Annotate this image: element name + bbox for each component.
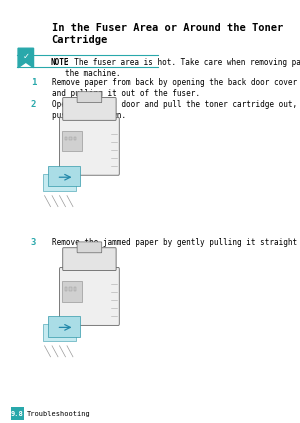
Text: 2: 2 (31, 100, 36, 109)
FancyBboxPatch shape (11, 407, 24, 420)
Text: Remove the jammed paper by gently pulling it straight out.: Remove the jammed paper by gently pullin… (52, 238, 300, 247)
Bar (69, 287, 72, 291)
FancyBboxPatch shape (77, 242, 102, 253)
Text: Troubleshooting: Troubleshooting (27, 411, 90, 417)
FancyBboxPatch shape (47, 166, 80, 187)
Bar (74, 137, 76, 140)
FancyBboxPatch shape (43, 324, 76, 341)
Text: Remove paper from back by opening the back door cover
and pulling it out of the : Remove paper from back by opening the ba… (52, 78, 297, 98)
Bar (62, 131, 82, 151)
FancyBboxPatch shape (60, 267, 119, 325)
Bar (65, 137, 68, 140)
Text: 1: 1 (31, 78, 36, 87)
FancyBboxPatch shape (43, 174, 76, 191)
Bar (65, 287, 68, 291)
Text: ✓: ✓ (22, 52, 29, 61)
FancyBboxPatch shape (77, 92, 102, 103)
Bar (74, 287, 76, 291)
Text: 3: 3 (31, 238, 36, 247)
Text: Open the front door and pull the toner cartridge out, lightly
pushing it down.: Open the front door and pull the toner c… (52, 100, 300, 120)
Text: In the Fuser Area or Around the Toner
Cartridge: In the Fuser Area or Around the Toner Ca… (52, 23, 283, 45)
FancyBboxPatch shape (60, 117, 119, 175)
Bar (62, 281, 82, 302)
Bar (69, 137, 72, 140)
FancyBboxPatch shape (47, 316, 80, 337)
Polygon shape (18, 48, 34, 68)
Text: NOTE: NOTE (51, 58, 69, 67)
Text: : The fuser area is hot. Take care when removing paper from
the machine.: : The fuser area is hot. Take care when … (65, 58, 300, 78)
Text: 9.8: 9.8 (11, 411, 24, 417)
FancyBboxPatch shape (63, 248, 116, 270)
FancyBboxPatch shape (63, 98, 116, 120)
